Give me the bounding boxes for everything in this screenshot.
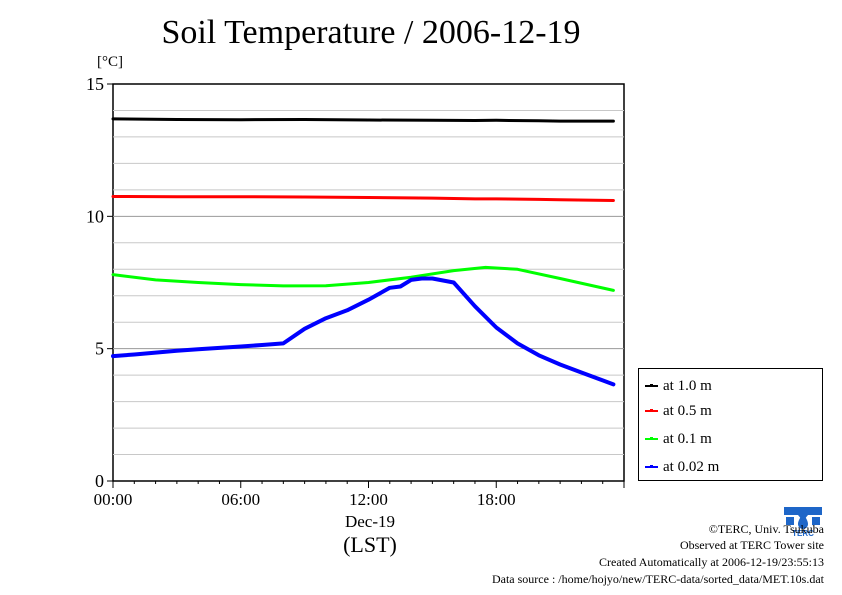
- axis-ticks: 0 5 10 15 00:00 06:00 12:00 18:00: [86, 74, 625, 509]
- x-tick-label: 06:00: [221, 490, 260, 509]
- legend-label-0.02m: at 0.02 m: [663, 458, 720, 475]
- x-tick-label: 18:00: [477, 490, 516, 509]
- terc-logo-icon: TERC: [782, 503, 824, 537]
- footer-created: Created Automatically at 2006-12-19/23:5…: [599, 555, 824, 569]
- legend-item-0.02m: at 0.02 m: [645, 457, 719, 477]
- legend-swatch-0.1m: [645, 437, 658, 440]
- legend: at 1.0 m at 0.5 m at 0.1 m at 0.02 m: [638, 368, 823, 481]
- legend-label-0.5m: at 0.5 m: [663, 402, 712, 419]
- series-line-at-0.5-m: [111, 195, 615, 202]
- y-axis-unit-label: [°C]: [97, 54, 123, 70]
- chart-title: Soil Temperature / 2006-12-19: [161, 14, 581, 51]
- y-tick-label: 10: [86, 206, 104, 226]
- legend-swatch-1.0m: [645, 384, 658, 387]
- legend-label-0.1m: at 0.1 m: [663, 430, 712, 447]
- x-tick-label: 00:00: [94, 490, 133, 509]
- x-tick-label: 12:00: [349, 490, 388, 509]
- y-tick-label: 5: [95, 339, 104, 359]
- logo-text: TERC: [792, 529, 814, 537]
- footer-copyright: ©TERC, Univ. Tsukuba: [708, 522, 824, 536]
- legend-swatch-0.5m: [645, 409, 658, 412]
- footer-source: Data source : /home/hojyo/new/TERC-data/…: [491, 572, 824, 586]
- footer-observed: Observed at TERC Tower site: [679, 538, 824, 552]
- series-line-at-0.02-m: [111, 276, 616, 387]
- legend-swatch-0.02m: [645, 465, 658, 468]
- legend-item-0.1m: at 0.1 m: [645, 429, 712, 449]
- x-axis-date-label: Dec-19: [344, 512, 396, 531]
- legend-item-0.5m: at 0.5 m: [645, 401, 712, 421]
- legend-item-1.0m: at 1.0 m: [645, 376, 712, 396]
- series-line-at-0.1-m: [111, 265, 615, 292]
- y-tick-label: 15: [86, 74, 104, 94]
- series-line-at-1.0-m: [111, 117, 615, 123]
- y-tick-label: 0: [95, 471, 104, 491]
- series-lines: [111, 117, 616, 387]
- x-axis-title: (LST): [343, 532, 397, 557]
- legend-label-1.0m: at 1.0 m: [663, 377, 712, 394]
